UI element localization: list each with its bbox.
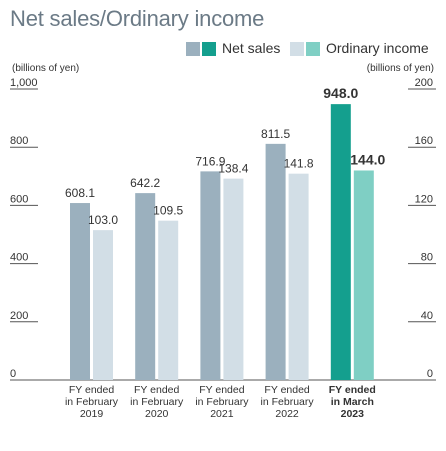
data-label-ordinary-income: 144.0 — [350, 151, 385, 167]
category-label: in February — [261, 396, 315, 408]
category-label: FY ended — [264, 384, 310, 396]
legend-swatch-ordinary-income-latest — [306, 42, 320, 56]
category-label: FY ended — [329, 384, 376, 396]
category-label: FY ended — [69, 384, 115, 396]
data-label-net-sales: 948.0 — [323, 85, 358, 101]
right-axis-tick-label: 80 — [421, 252, 433, 264]
data-label-net-sales: 608.1 — [65, 186, 95, 200]
bar-ordinary-income — [158, 220, 179, 380]
right-axis-unit: (billions of yen) — [366, 63, 434, 74]
left-axis-tick-label: 0 — [10, 368, 16, 380]
left-axis-tick-label: 200 — [10, 310, 28, 322]
bar-net-sales — [200, 171, 221, 380]
bar-net-sales — [330, 104, 351, 380]
category-label: FY ended — [199, 384, 245, 396]
category-label: 2021 — [210, 408, 234, 420]
right-axis-tick-label: 40 — [421, 310, 433, 322]
category-label: in February — [65, 396, 119, 408]
category-label: 2020 — [145, 408, 169, 420]
legend-label-net-sales: Net sales — [222, 40, 281, 56]
legend-label-ordinary-income: Ordinary income — [326, 40, 429, 56]
category-label: in February — [130, 396, 184, 408]
legend-swatch-ordinary-income — [290, 42, 304, 56]
bar-ordinary-income — [353, 170, 374, 380]
data-label-net-sales: 716.9 — [195, 154, 225, 168]
bar-ordinary-income — [93, 230, 113, 380]
bar-ordinary-income — [223, 178, 244, 380]
chart-title: Net sales/Ordinary income — [10, 6, 265, 31]
bar-net-sales — [135, 193, 156, 380]
left-axis-tick-label: 600 — [10, 193, 28, 205]
bar-ordinary-income — [288, 173, 309, 380]
left-axis-unit: (billions of yen) — [12, 63, 80, 74]
data-label-net-sales: 642.2 — [130, 176, 160, 190]
bar-net-sales — [265, 143, 286, 380]
legend-swatch-net-sales-latest — [202, 42, 216, 56]
category-label: in March — [331, 396, 374, 408]
right-axis-tick-label: 160 — [415, 135, 433, 147]
right-axis-tick-label: 120 — [415, 193, 433, 205]
left-axis-tick-label: 400 — [10, 252, 28, 264]
bar-net-sales — [70, 203, 90, 380]
right-axis-tick-label: 200 — [415, 77, 433, 89]
legend-swatch-net-sales — [186, 42, 200, 56]
data-label-ordinary-income: 103.0 — [88, 213, 118, 227]
category-label: in February — [195, 396, 249, 408]
right-axis-tick-label: 0 — [427, 368, 433, 380]
data-label-ordinary-income: 109.5 — [153, 204, 183, 218]
data-label-ordinary-income: 141.8 — [284, 157, 314, 171]
left-axis-tick-label: 800 — [10, 135, 28, 147]
category-label: FY ended — [134, 384, 180, 396]
data-label-ordinary-income: 138.4 — [218, 162, 248, 176]
left-axis-tick-label: 1,000 — [10, 77, 38, 89]
category-label: 2019 — [80, 408, 104, 420]
data-label-net-sales: 811.5 — [261, 127, 290, 141]
category-label: 2023 — [341, 408, 365, 420]
category-label: 2022 — [275, 408, 299, 420]
